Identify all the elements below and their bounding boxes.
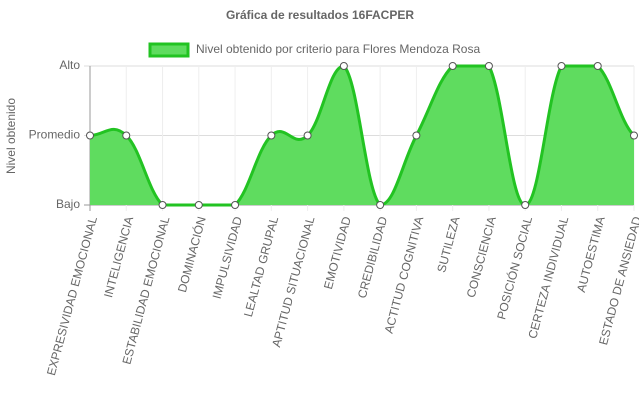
- point: [194, 201, 203, 209]
- chart-title: Gráfica de resultados 16FACPER: [226, 8, 414, 22]
- y-axis-title: Nivel obtenido: [4, 98, 18, 174]
- point: [267, 131, 276, 140]
- legend-swatch: [148, 42, 190, 58]
- x-tick-label: DOMINACIÓN: [174, 215, 209, 294]
- point: [376, 201, 385, 209]
- point: [484, 62, 493, 70]
- point: [86, 131, 94, 140]
- x-tick-label: POSICIÓN SOCIAL: [493, 214, 535, 321]
- point: [557, 62, 566, 70]
- x-tick-label: EMOTIVIDAD: [321, 215, 354, 291]
- y-tick-label: Bajo: [56, 197, 80, 211]
- point: [339, 62, 348, 70]
- x-tick-label: INTELIGENCIA: [101, 215, 136, 299]
- x-tick-label: CERTEZA INDIVIDUAL: [525, 215, 571, 340]
- point: [303, 131, 312, 140]
- point: [122, 131, 131, 140]
- x-tick-label: CREDIBILIDAD: [355, 215, 390, 300]
- line: [89, 64, 636, 207]
- x-tick-label: IMPULSIVIDAD: [210, 215, 246, 301]
- point: [630, 131, 638, 140]
- y-tick-label: Alto: [59, 58, 80, 72]
- point: [231, 201, 240, 209]
- point: [158, 201, 167, 209]
- point: [412, 131, 421, 140]
- x-tick-label: CONSCIENCIA: [464, 215, 499, 299]
- x-tick-label: EXPRESIVIDAD EMOCIONAL: [44, 215, 100, 377]
- legend-label: Nivel obtenido por criterio para Flores …: [196, 42, 480, 56]
- point: [448, 62, 457, 70]
- point: [593, 62, 602, 70]
- x-tick-label: LEALTAD GRUPAL: [241, 215, 281, 319]
- x-tick-label: AUTOESTIMA: [574, 215, 608, 294]
- x-tick-label: SUTILEZA: [434, 215, 462, 274]
- x-tick-label: ACTITUD COGNITIVA: [382, 215, 427, 335]
- y-tick-label: Promedio: [29, 128, 81, 142]
- point: [521, 201, 530, 209]
